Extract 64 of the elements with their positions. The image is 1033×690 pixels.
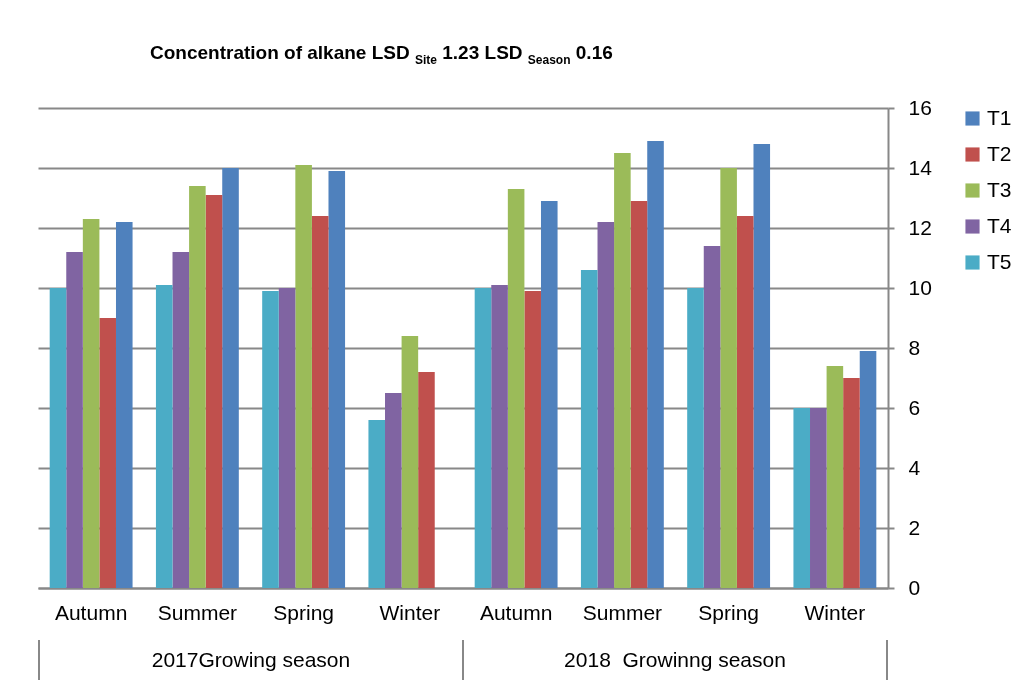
bar — [614, 153, 631, 588]
y-tick-label: 10 — [908, 275, 932, 299]
legend-label: T5 — [987, 249, 1012, 273]
bar — [189, 186, 206, 588]
x-tick-label: Spring — [698, 600, 759, 624]
x-tick-label: Spring — [273, 600, 334, 624]
text: 2018 Growinng season — [462, 640, 888, 680]
bar — [630, 201, 648, 588]
bar — [540, 201, 558, 588]
bar — [115, 222, 133, 588]
bar — [524, 291, 541, 588]
bar — [753, 144, 771, 588]
bar — [491, 285, 508, 588]
text: 2017Growing season — [38, 640, 462, 680]
y-tick-label: 12 — [908, 215, 932, 239]
x-tick-label: Winter — [804, 600, 866, 624]
y-tick-label: 6 — [908, 395, 921, 419]
bar — [687, 288, 704, 588]
bar — [311, 216, 329, 588]
bar — [385, 393, 402, 588]
bar — [843, 378, 860, 588]
bar — [810, 408, 827, 588]
bar — [205, 195, 223, 588]
y-tick-label: 4 — [908, 455, 921, 479]
bar — [826, 366, 844, 588]
bar — [859, 351, 877, 588]
y-tick-label: 14 — [908, 155, 933, 179]
bar — [580, 270, 598, 588]
legend-label: T3 — [987, 177, 1012, 201]
x-tick-label: Summer — [157, 600, 238, 624]
bar — [647, 141, 664, 588]
bar — [172, 252, 190, 588]
bar — [66, 252, 83, 588]
legend-label: T4 — [987, 213, 1012, 237]
bar — [82, 219, 100, 588]
bar — [278, 288, 296, 588]
y-tick-label: 2 — [908, 515, 921, 539]
bar — [155, 285, 173, 588]
y-tick-label: 8 — [908, 335, 921, 359]
legend-label: T1 — [987, 105, 1012, 129]
bar — [401, 336, 419, 588]
bar — [328, 171, 346, 588]
y-tick-label: 16 — [908, 95, 932, 119]
x-tick-label: Winter — [379, 600, 441, 624]
chart-title: Concentration of alkane LSD $_{Site}$ 1.23 LSD $_{Season}$ 0.16 — [150, 42, 613, 67]
bar — [703, 246, 721, 588]
bar — [49, 288, 67, 588]
bar — [295, 165, 312, 588]
bar — [262, 291, 279, 588]
bar — [99, 318, 116, 588]
bar — [720, 168, 737, 588]
y-tick-label: 0 — [908, 575, 921, 599]
bar — [597, 222, 615, 588]
bar — [368, 420, 386, 588]
bar — [474, 288, 492, 588]
x-tick-label: Autumn — [54, 600, 128, 624]
bar — [418, 372, 435, 588]
bar — [222, 168, 239, 588]
legend-label: T2 — [987, 141, 1012, 165]
bar — [793, 408, 811, 588]
x-tick-label: Summer — [582, 600, 663, 624]
x-tick-label: Autumn — [479, 600, 553, 624]
bar — [507, 189, 525, 588]
bar — [736, 216, 754, 588]
